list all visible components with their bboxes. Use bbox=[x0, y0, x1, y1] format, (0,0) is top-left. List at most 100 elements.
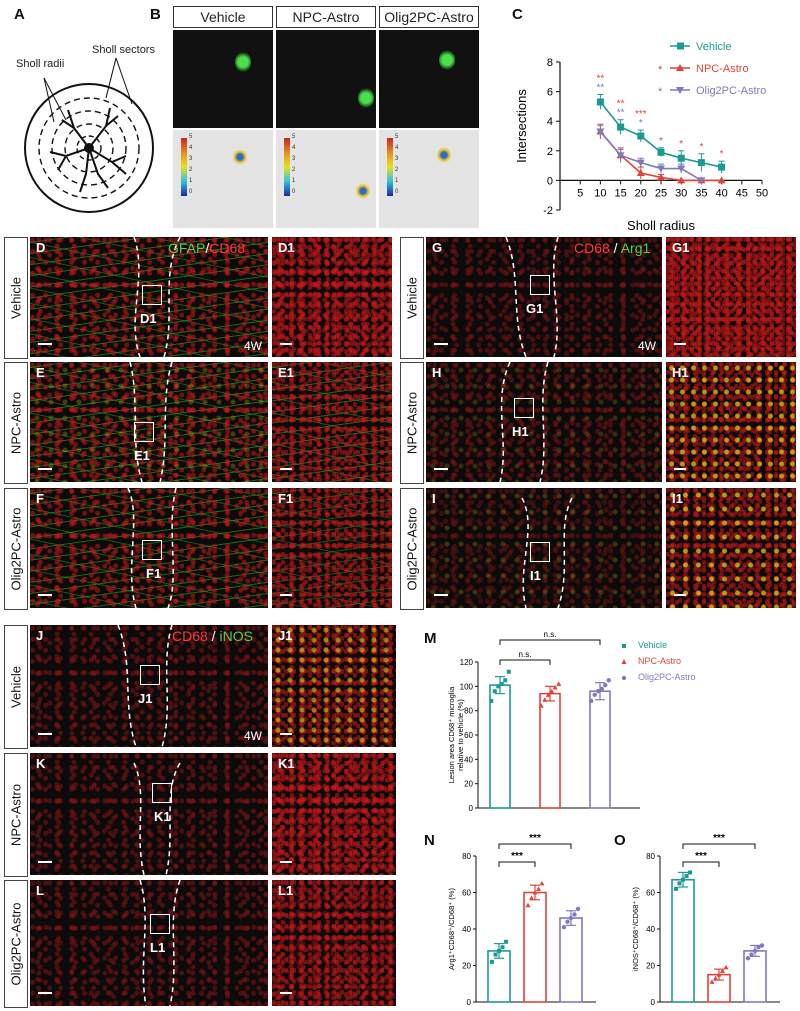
chart-c-sholl: -2 0 2 4 6 8 5 10 15 20 25 30 35 40 45 50 Sholl radius In… bbox=[514, 41, 768, 233]
panel-label-m: M bbox=[424, 630, 437, 647]
M-point bbox=[603, 682, 608, 688]
N-y-axis-title: Arg1⁺CD68⁺/CD68⁺ (%) bbox=[447, 888, 456, 970]
micrograph-h1 bbox=[666, 362, 796, 482]
panel-label-i: I bbox=[432, 491, 436, 506]
heatmap-tick: 5 bbox=[395, 134, 399, 140]
panel-b-cell-olig bbox=[379, 30, 479, 128]
c-legend-label: Olig2PC-Astro bbox=[696, 85, 766, 97]
M-legend-label: Olig2PC-Astro bbox=[638, 672, 696, 682]
c-point-vehicle bbox=[637, 132, 645, 140]
M-point bbox=[599, 686, 604, 691]
M-point bbox=[592, 692, 597, 698]
N-point bbox=[529, 895, 534, 900]
micrograph-j1 bbox=[272, 625, 396, 747]
panel-b-heatmap-npc: 5 4 3 2 1 0 bbox=[276, 130, 376, 228]
O-y-tick-label: 20 bbox=[646, 962, 655, 971]
c-x-axis-title: Sholl radius bbox=[627, 218, 695, 233]
panel-label-o: O bbox=[614, 832, 626, 849]
O-point bbox=[684, 874, 689, 879]
c-point-vehicle bbox=[657, 148, 665, 156]
M-point bbox=[503, 678, 508, 683]
c-y-tick-label: 4 bbox=[547, 116, 553, 128]
O-point bbox=[681, 877, 685, 882]
panel-label-e1: E1 bbox=[278, 365, 294, 380]
N-point bbox=[575, 906, 581, 912]
heatmap-tick: 4 bbox=[189, 145, 193, 151]
N-bracket-label: *** bbox=[529, 833, 541, 844]
M-bracket bbox=[499, 659, 551, 665]
N-bar-2 bbox=[559, 917, 583, 1003]
N-point bbox=[539, 880, 545, 886]
O-bracket-label: *** bbox=[695, 851, 707, 862]
N-point bbox=[504, 939, 508, 944]
panel-label-l: L bbox=[36, 883, 44, 898]
M-point bbox=[556, 681, 562, 686]
row-label-npc-e: NPC-Astro bbox=[4, 362, 28, 484]
micrograph-l1 bbox=[272, 880, 396, 1006]
N-y-tick-label: 80 bbox=[462, 852, 471, 861]
micrograph-k: K1 bbox=[30, 753, 268, 875]
c-point-npc bbox=[677, 176, 686, 184]
O-bracket bbox=[682, 861, 720, 867]
micrograph-j: J1 4W bbox=[30, 625, 268, 747]
O-point bbox=[720, 968, 725, 973]
heatmap-tick: 4 bbox=[292, 145, 296, 151]
panel-label-j1: J1 bbox=[278, 628, 293, 643]
c-legend-label: NPC-Astro bbox=[696, 63, 749, 75]
O-bar-0 bbox=[671, 878, 695, 1003]
c-legend-marker bbox=[676, 87, 684, 94]
c-sig-olig: ** bbox=[617, 108, 625, 119]
micrograph-i1 bbox=[666, 488, 796, 608]
O-point bbox=[745, 956, 751, 961]
O-y-axis-title: iNOS⁺CD68⁺/CD68⁺ (%) bbox=[631, 887, 640, 971]
row-label-vehicle-g: Vehicle bbox=[400, 237, 424, 359]
O-point bbox=[756, 945, 761, 950]
heatmap-tick: 0 bbox=[395, 189, 399, 195]
M-y-tick-label: 120 bbox=[460, 658, 474, 667]
N-y-tick-label: 0 bbox=[467, 998, 472, 1007]
c-legend-marker bbox=[677, 42, 684, 50]
c-x-tick-label: 20 bbox=[635, 187, 647, 199]
heatmap-tick: 5 bbox=[189, 134, 193, 140]
c-x-tick-label: 30 bbox=[675, 187, 687, 199]
heatmap-tick: 4 bbox=[395, 145, 399, 151]
c-point-npc bbox=[636, 169, 645, 176]
M-point bbox=[492, 689, 497, 694]
micrograph-k1 bbox=[272, 753, 396, 875]
N-point bbox=[572, 912, 577, 917]
c-x-tick-label: 25 bbox=[655, 187, 667, 199]
O-point bbox=[723, 964, 729, 970]
row-label-olig-f: Olig2PC-Astro bbox=[4, 488, 28, 610]
sholl-radii-label: Sholl radii bbox=[16, 58, 65, 70]
c-series-line-2 bbox=[599, 131, 702, 182]
c-sig-npc: ** bbox=[617, 99, 625, 110]
c-point-olig bbox=[596, 128, 605, 136]
M-point bbox=[545, 692, 551, 697]
c-sig-npc: ** bbox=[597, 74, 605, 85]
N-point bbox=[565, 919, 570, 924]
panel-label-e: E bbox=[36, 365, 45, 380]
M-point bbox=[549, 688, 555, 694]
row-label-olig-i: Olig2PC-Astro bbox=[400, 488, 424, 610]
N-y-tick-label: 40 bbox=[462, 925, 471, 934]
O-y-tick-label: 40 bbox=[646, 925, 655, 934]
N-point bbox=[493, 952, 498, 957]
c-sig-olig: ** bbox=[597, 83, 605, 94]
micrograph-g: G1 4W bbox=[426, 237, 662, 357]
M-bar-1 bbox=[539, 692, 561, 809]
panel-label-k1: K1 bbox=[278, 756, 295, 771]
heatmap-tick: 3 bbox=[395, 156, 399, 162]
N-point bbox=[568, 915, 574, 921]
N-point bbox=[536, 886, 541, 891]
M-y-tick-label: 60 bbox=[464, 731, 473, 740]
c-y-axis-title: Intersections bbox=[514, 89, 529, 163]
O-point bbox=[709, 979, 715, 984]
N-point bbox=[500, 945, 505, 950]
micrograph-f1 bbox=[272, 488, 392, 608]
panel-b-header-npc: NPC-Astro bbox=[276, 6, 376, 28]
c-x-tick-label: 35 bbox=[695, 187, 707, 199]
panel-label-a: A bbox=[14, 6, 25, 23]
micrograph-g1 bbox=[666, 237, 796, 357]
micrograph-d1 bbox=[272, 237, 392, 357]
panel-label-c: C bbox=[512, 6, 523, 23]
